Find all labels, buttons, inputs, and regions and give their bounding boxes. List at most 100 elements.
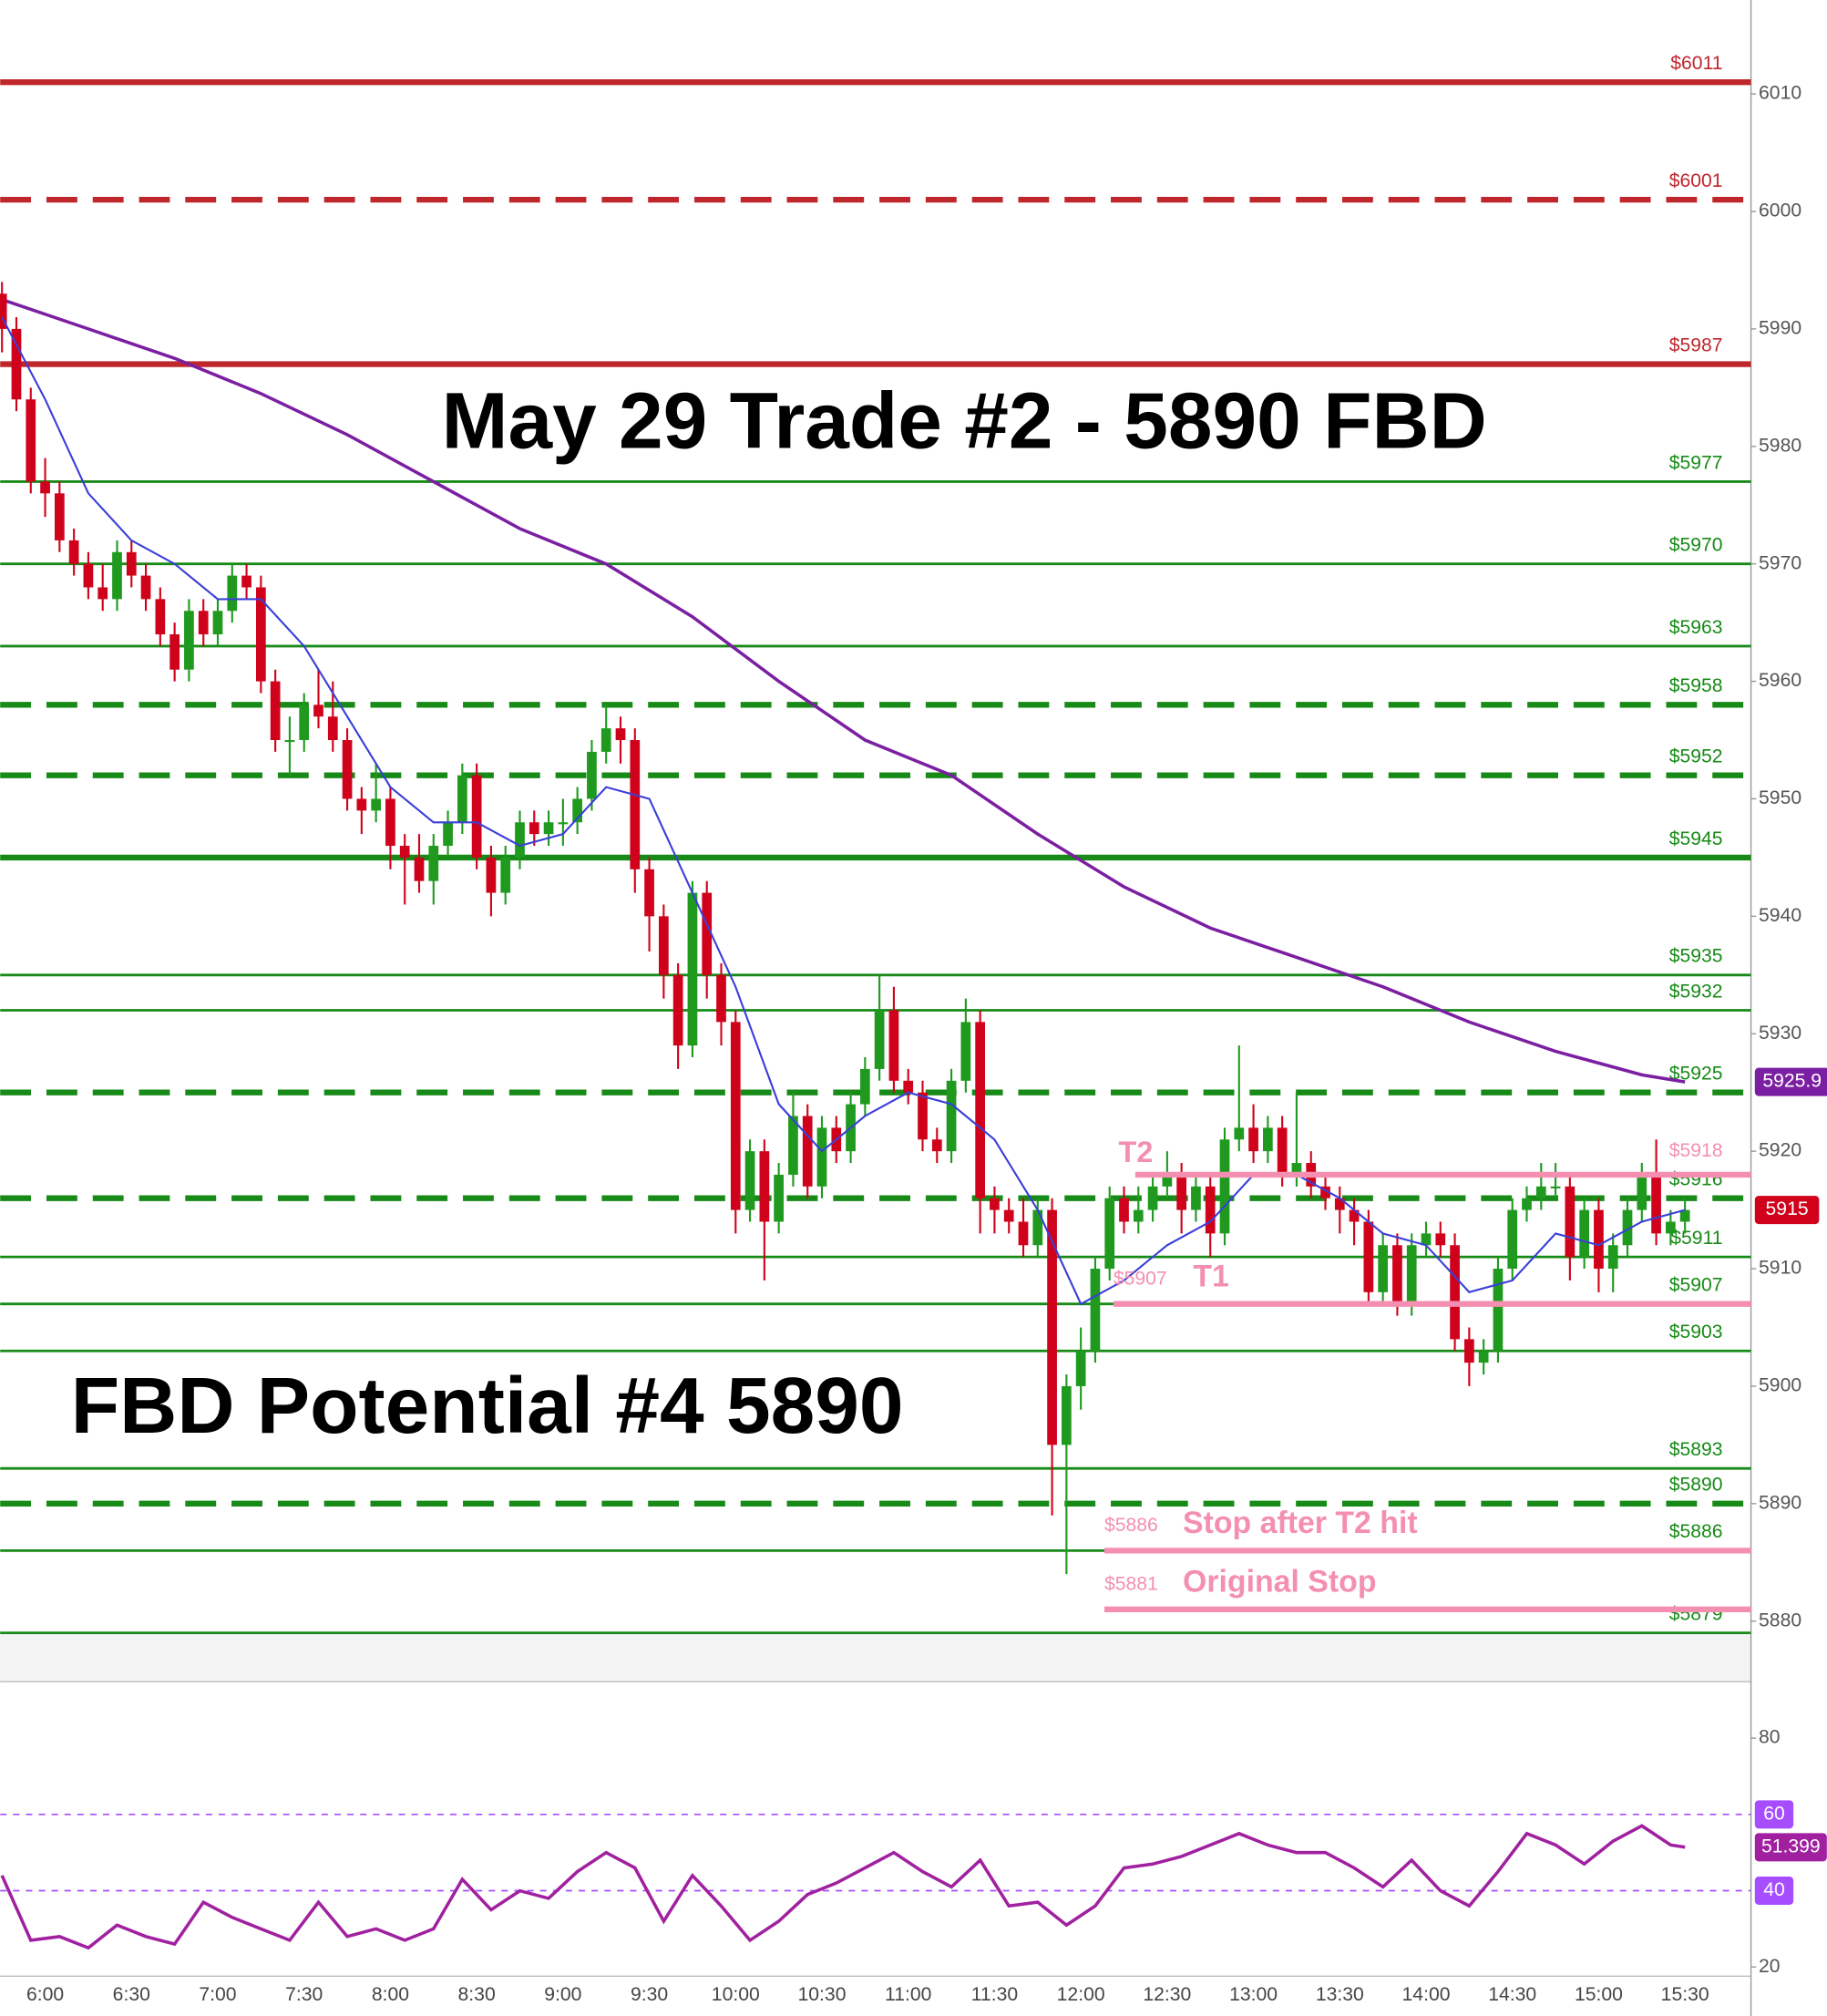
level-label: $5952 — [1669, 746, 1723, 767]
candle-body — [1119, 1198, 1129, 1222]
candle-body — [313, 705, 323, 717]
level-label: $5903 — [1669, 1322, 1723, 1342]
candle-body — [68, 540, 79, 564]
candle-body — [918, 1092, 928, 1140]
y-tick-label: 5900 — [1759, 1375, 1801, 1396]
y-tick-label: 6000 — [1759, 201, 1801, 221]
candle-body — [414, 857, 425, 881]
band-badge — [1754, 1800, 1794, 1829]
band-badge — [1754, 1877, 1794, 1906]
level-label: $5970 — [1669, 535, 1723, 556]
candle-body — [212, 611, 223, 635]
candle-body — [241, 575, 251, 588]
candle-body — [1565, 1186, 1576, 1258]
y-tick-label: 80 — [1759, 1727, 1781, 1748]
candle-body — [1679, 1209, 1690, 1222]
y-tick-label: 5890 — [1759, 1492, 1801, 1513]
candle-body — [98, 587, 108, 600]
candle-body — [486, 857, 497, 893]
x-tick-label: 10:00 — [712, 1984, 760, 2005]
candle-body — [658, 916, 669, 975]
candle-body — [859, 1068, 870, 1105]
x-tick-label: 14:30 — [1488, 1984, 1536, 2005]
candle-body — [1234, 1127, 1245, 1140]
level-label: $5925 — [1669, 1064, 1723, 1085]
level-label: $5963 — [1669, 617, 1723, 638]
candle-body — [1363, 1221, 1374, 1292]
candle-body — [1450, 1245, 1460, 1340]
candle-body — [227, 575, 238, 612]
candle-body — [1205, 1186, 1216, 1234]
candle-body — [83, 563, 94, 588]
candle-body — [1349, 1209, 1360, 1222]
candle-body — [644, 869, 654, 917]
candle-body — [759, 1151, 770, 1222]
y-tick-label: 5880 — [1759, 1610, 1801, 1630]
candle-body — [1622, 1209, 1633, 1246]
x-tick-label: 14:00 — [1402, 1984, 1451, 2005]
candle-body — [255, 587, 266, 682]
candle-body — [946, 1080, 957, 1152]
candle-body — [1219, 1139, 1230, 1234]
level-label: $5958 — [1669, 675, 1723, 696]
candle-body — [184, 611, 194, 670]
candle-body — [744, 1151, 755, 1210]
target-text: Original Stop — [1183, 1565, 1376, 1599]
candle-body — [155, 599, 166, 635]
x-tick-label: 9:30 — [631, 1984, 668, 2005]
candle-body — [515, 822, 525, 858]
candle-body — [716, 974, 726, 1023]
y-tick-label: 5980 — [1759, 435, 1801, 456]
candle-body — [1263, 1127, 1273, 1152]
candle-body — [1522, 1198, 1532, 1210]
candle-body — [385, 798, 395, 847]
candle-body — [1392, 1245, 1402, 1304]
y-tick-label: 5940 — [1759, 905, 1801, 926]
candle-body — [615, 728, 626, 741]
candle-body — [1018, 1221, 1029, 1246]
candle-body — [672, 974, 683, 1046]
candle-body — [1464, 1339, 1474, 1363]
candle-body — [816, 1127, 827, 1187]
candle-body — [630, 740, 641, 869]
candle-body — [1176, 1174, 1187, 1210]
target-price: $5918 — [1669, 1140, 1723, 1161]
x-tick-label: 12:30 — [1143, 1984, 1191, 2005]
ma-badge-label: 5925.9 — [1762, 1071, 1822, 1092]
y-tick-label: 5960 — [1759, 670, 1801, 691]
y-tick-label: 5920 — [1759, 1140, 1801, 1161]
level-label: $5890 — [1669, 1475, 1723, 1496]
annotation: FBD Potential #4 5890 — [71, 1361, 904, 1450]
price-badge — [1754, 1196, 1820, 1225]
x-tick-label: 6:00 — [26, 1984, 64, 2005]
y-tick-label: 5910 — [1759, 1258, 1801, 1279]
candle-body — [1147, 1186, 1158, 1210]
candle-body — [990, 1198, 1000, 1210]
candle-body — [903, 1080, 914, 1093]
y-tick-label: 20 — [1759, 1956, 1781, 1977]
candle-body — [931, 1139, 942, 1152]
moving-average — [1, 316, 1686, 1306]
candle-body — [54, 493, 65, 540]
candle-body — [1003, 1209, 1014, 1222]
candle-body — [1666, 1221, 1676, 1234]
level-label: $6001 — [1669, 170, 1723, 191]
target-text: T1 — [1193, 1259, 1229, 1293]
y-tick-label: 5970 — [1759, 552, 1801, 573]
candle-body — [558, 822, 569, 825]
x-tick-label: 6:30 — [113, 1984, 150, 2005]
x-tick-label: 15:30 — [1661, 1984, 1709, 2005]
candle-body — [1406, 1245, 1417, 1304]
candle-body — [40, 481, 50, 494]
candle-body — [802, 1116, 813, 1187]
candle-body — [1607, 1245, 1618, 1270]
candle-body — [126, 551, 137, 576]
x-tick-label: 13:00 — [1229, 1984, 1278, 2005]
target-price: $5886 — [1104, 1515, 1158, 1536]
candle-body — [140, 575, 151, 600]
x-tick-label: 13:30 — [1316, 1984, 1364, 2005]
candle-body — [572, 798, 583, 823]
level-label: $5911 — [1670, 1228, 1722, 1249]
candle-body — [975, 1022, 986, 1198]
